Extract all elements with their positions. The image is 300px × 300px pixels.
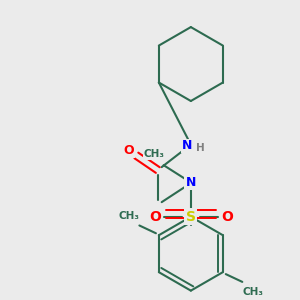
Text: O: O	[123, 144, 134, 157]
Text: N: N	[186, 176, 196, 189]
Text: CH₃: CH₃	[242, 286, 263, 297]
Text: H: H	[196, 143, 205, 153]
Text: S: S	[186, 210, 196, 224]
Text: O: O	[149, 210, 161, 224]
Text: O: O	[221, 210, 233, 224]
Text: CH₃: CH₃	[118, 211, 139, 221]
Text: CH₃: CH₃	[143, 149, 164, 160]
Text: N: N	[182, 139, 192, 152]
